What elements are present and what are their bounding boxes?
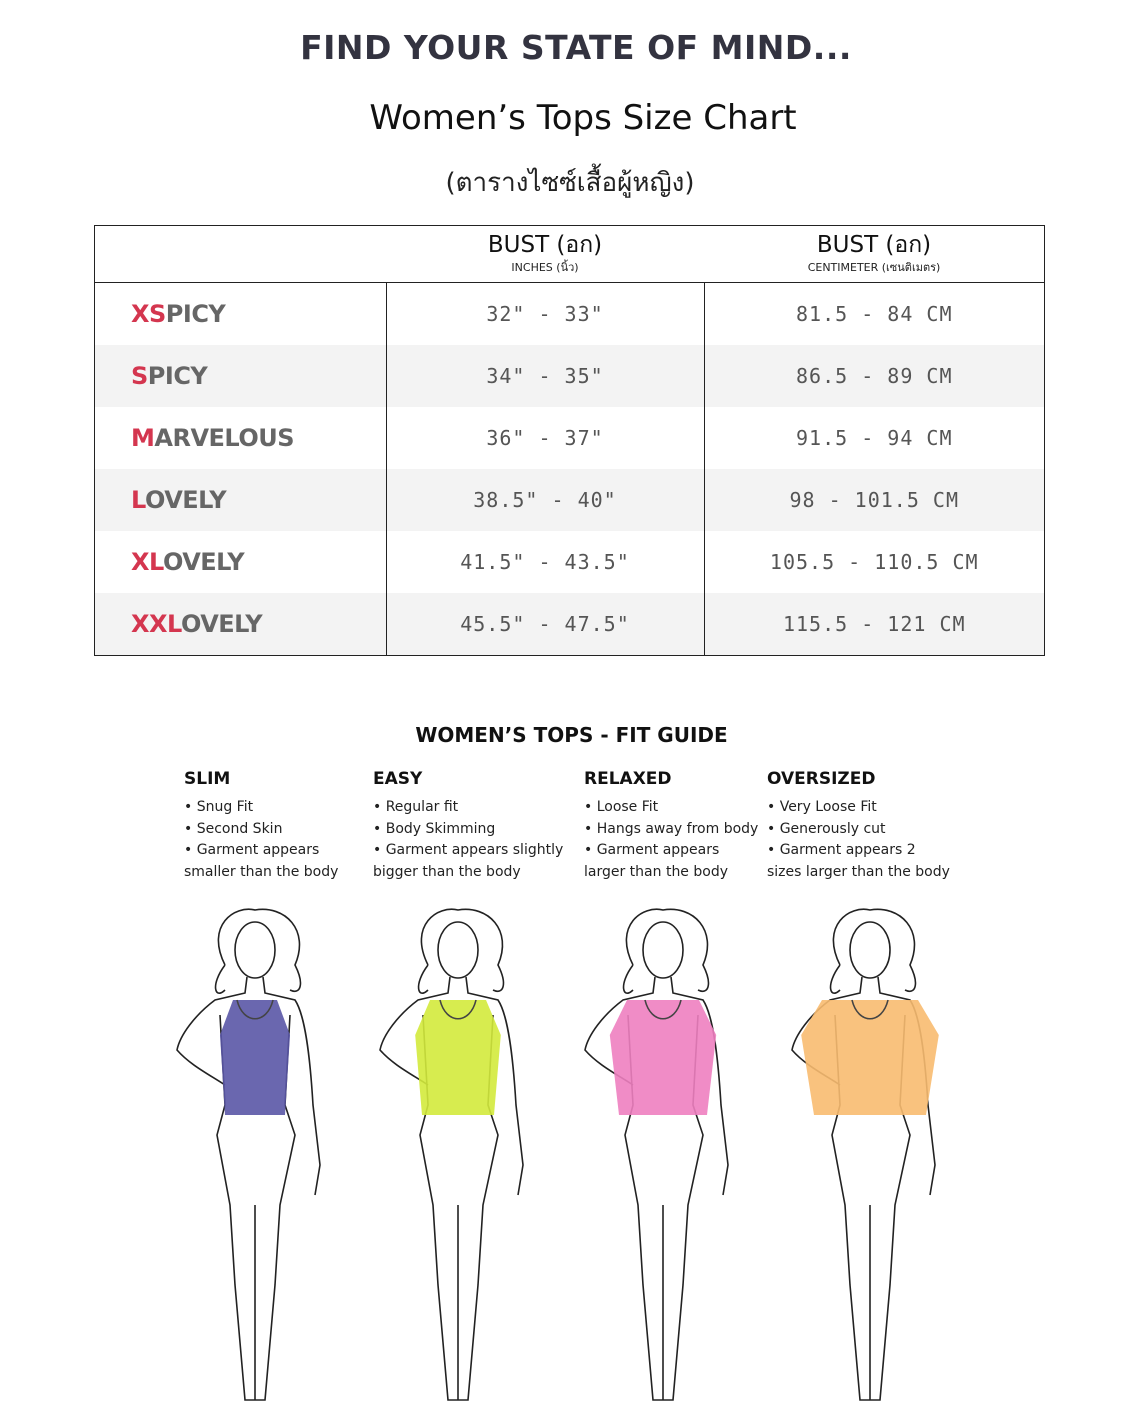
page-subtitle: (ตารางไซซ์เสื้อผู้หญิง)	[445, 168, 695, 198]
garment-top	[220, 1000, 290, 1115]
table-row: LOVELY 38.5" - 40" 98 - 101.5 CM	[94, 469, 1045, 531]
size-name: XXLOVELY	[94, 593, 386, 656]
garment-top	[801, 1000, 939, 1115]
column-unit: INCHES (นิ้ว)	[511, 261, 579, 274]
fit-name: SLIM	[184, 769, 231, 789]
body-figure-slim	[155, 905, 355, 1415]
fit-name: OVERSIZED	[767, 769, 876, 789]
body-figure-easy	[358, 905, 558, 1415]
size-suffix: OVELY	[180, 610, 263, 638]
header-cm: BUST (อก) CENTIMETER (เซนติเมตร)	[704, 225, 1045, 283]
header-empty	[94, 225, 386, 283]
size-prefix: XL	[131, 548, 163, 576]
size-suffix: PICY	[165, 300, 226, 328]
size-suffix: OVELY	[144, 486, 227, 514]
fit-description-line: • Second Skin	[184, 820, 283, 837]
page-title: Women’s Tops Size Chart	[369, 98, 797, 138]
fit-column-easy: EASY • Regular fit • Body Skimming • Garmen…	[373, 769, 573, 883]
column-unit: CENTIMETER (เซนติเมตร)	[807, 261, 941, 274]
fit-column-slim: SLIM • Snug Fit • Second Skin • Garment app…	[184, 769, 384, 883]
fit-description-line: • Garment appears 2	[767, 842, 916, 858]
table-row: SPICY 34" - 35" 86.5 - 89 CM	[94, 345, 1045, 407]
fit-description-line: bigger than the body	[373, 863, 521, 880]
size-table: BUST (อก) INCHES (นิ้ว) BUST (อก) CENTIMET…	[94, 225, 1045, 656]
cm-cell: 105.5 - 110.5 CM	[703, 531, 1045, 593]
fit-description-line: • Body Skimming	[373, 820, 496, 837]
garment-top	[609, 1000, 717, 1115]
size-prefix: M	[131, 424, 155, 452]
size-name: XLOVELY	[95, 531, 387, 593]
column-title: BUST (อก)	[816, 232, 932, 258]
inches-cell: 32" - 33"	[385, 282, 704, 345]
header-inches: BUST (อก) INCHES (นิ้ว)	[386, 225, 704, 283]
hair-icon	[214, 908, 302, 994]
fit-description-line: • Regular fit	[373, 799, 459, 815]
cm-cell: 86.5 - 89 CM	[703, 345, 1045, 407]
table-row: XLOVELY 41.5" - 43.5" 105.5 - 110.5 CM	[95, 531, 1045, 593]
table-row: MARVELOUS 36" - 37" 91.5 - 94 CM	[95, 407, 1045, 469]
size-suffix: ARVELOUS	[154, 424, 295, 452]
table-header: BUST (อก) INCHES (นิ้ว) BUST (อก) CENTIMET…	[94, 225, 1045, 283]
inches-cell: 41.5" - 43.5"	[385, 531, 704, 593]
body-figure-relaxed	[563, 905, 763, 1415]
size-name: XSPICY	[95, 283, 387, 346]
garment-top	[415, 1000, 501, 1115]
body-figure-oversized	[770, 905, 970, 1415]
fit-description-line: • Generously cut	[767, 820, 886, 837]
table-row: XXLOVELY 45.5" - 47.5" 115.5 - 121 CM	[94, 593, 1045, 656]
inches-cell: 36" - 37"	[385, 407, 704, 469]
cm-cell: 91.5 - 94 CM	[703, 407, 1045, 469]
fit-guide-title: WOMEN’S TOPS - FIT GUIDE	[415, 723, 728, 747]
fit-description-line: sizes larger than the body	[767, 863, 950, 880]
fit-description-line: • Loose Fit	[584, 799, 659, 815]
fit-description-line: • Very Loose Fit	[767, 799, 877, 815]
fit-description-line: smaller than the body	[184, 863, 339, 880]
size-name: MARVELOUS	[95, 407, 387, 469]
size-suffix: OVELY	[162, 548, 245, 576]
fit-name: RELAXED	[584, 769, 672, 789]
inches-cell: 38.5" - 40"	[385, 469, 704, 531]
fit-description-line: • Garment appears	[184, 842, 320, 858]
size-prefix: L	[131, 486, 145, 514]
size-prefix: S	[131, 362, 148, 390]
cm-cell: 98 - 101.5 CM	[703, 469, 1045, 531]
inches-cell: 45.5" - 47.5"	[385, 593, 704, 656]
fit-description-line: • Garment appears slightly	[373, 842, 564, 858]
size-name: LOVELY	[94, 469, 386, 531]
fit-description-line: • Snug Fit	[184, 799, 254, 815]
fit-description-line: larger than the body	[584, 863, 728, 880]
fit-description-line: • Garment appears	[584, 842, 720, 858]
column-title: BUST (อก)	[487, 232, 603, 258]
fit-column-oversized: OVERSIZED • Very Loose Fit • Generously cu…	[767, 769, 967, 883]
table-row: XSPICY 32" - 33" 81.5 - 84 CM	[95, 282, 1045, 346]
size-name: SPICY	[94, 345, 386, 407]
size-prefix: XXL	[131, 610, 181, 638]
cm-cell: 81.5 - 84 CM	[703, 282, 1045, 345]
hair-icon	[417, 908, 505, 994]
fit-name: EASY	[373, 769, 423, 789]
inches-cell: 34" - 35"	[385, 345, 704, 407]
hair-icon	[829, 908, 917, 994]
cm-cell: 115.5 - 121 CM	[703, 593, 1045, 656]
hair-icon	[622, 908, 710, 994]
tagline: FIND YOUR STATE OF MIND...	[300, 28, 852, 67]
size-suffix: PICY	[147, 362, 208, 390]
size-prefix: XS	[131, 300, 166, 328]
fit-column-relaxed: RELAXED • Loose Fit • Hangs away from body…	[584, 769, 784, 883]
fit-description-line: • Hangs away from body	[584, 820, 759, 837]
